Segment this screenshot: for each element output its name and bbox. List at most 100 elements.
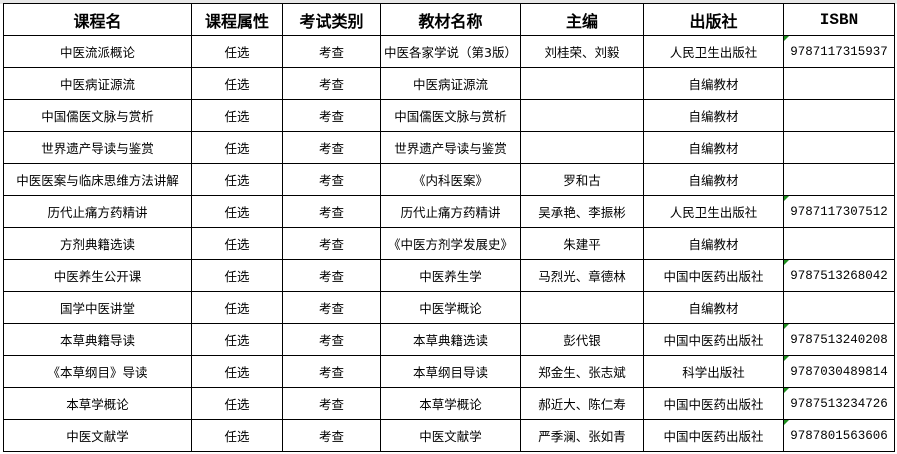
textbook-name-cell[interactable]: 中医病证源流 xyxy=(380,67,521,100)
course-attribute-cell[interactable]: 任选 xyxy=(191,323,283,356)
editor-cell[interactable]: 彭代银 xyxy=(520,323,644,356)
exam-type-cell[interactable]: 考查 xyxy=(282,67,381,100)
publisher-cell[interactable]: 自编教材 xyxy=(643,291,784,324)
textbook-name-cell[interactable]: 本草纲目导读 xyxy=(380,355,521,388)
editor-cell[interactable]: 吴承艳、李振彬 xyxy=(520,195,644,228)
publisher-cell[interactable]: 自编教材 xyxy=(643,227,784,260)
publisher-cell[interactable]: 中国中医药出版社 xyxy=(643,387,784,420)
course-name-cell[interactable]: 历代止痛方药精讲 xyxy=(3,195,192,228)
isbn-cell[interactable] xyxy=(783,163,895,196)
course-name-cell[interactable]: 中医养生公开课 xyxy=(3,259,192,292)
editor-cell[interactable]: 刘桂荣、刘毅 xyxy=(520,35,644,68)
isbn-cell[interactable] xyxy=(783,131,895,164)
publisher-cell[interactable]: 自编教材 xyxy=(643,67,784,100)
course-attribute-cell[interactable]: 任选 xyxy=(191,355,283,388)
course-attribute-cell[interactable]: 任选 xyxy=(191,35,283,68)
course-attribute-cell[interactable]: 任选 xyxy=(191,259,283,292)
course-name-cell[interactable]: 国学中医讲堂 xyxy=(3,291,192,324)
header-course-attribute[interactable]: 课程属性 xyxy=(191,3,283,36)
comment-indicator-icon xyxy=(784,356,789,361)
course-attribute-cell[interactable]: 任选 xyxy=(191,67,283,100)
publisher-cell[interactable]: 人民卫生出版社 xyxy=(643,35,784,68)
exam-type-cell[interactable]: 考查 xyxy=(282,131,381,164)
course-attribute-cell[interactable]: 任选 xyxy=(191,195,283,228)
exam-type-cell[interactable]: 考查 xyxy=(282,163,381,196)
exam-type-cell[interactable]: 考查 xyxy=(282,195,381,228)
exam-type-cell[interactable]: 考查 xyxy=(282,355,381,388)
isbn-cell[interactable]: 9787513234726 xyxy=(783,387,895,420)
editor-cell[interactable] xyxy=(520,99,644,132)
exam-type-cell[interactable]: 考查 xyxy=(282,259,381,292)
textbook-name-cell[interactable]: 本草学概论 xyxy=(380,387,521,420)
isbn-cell[interactable]: 9787030489814 xyxy=(783,355,895,388)
isbn-cell[interactable] xyxy=(783,67,895,100)
exam-type-cell[interactable]: 考查 xyxy=(282,35,381,68)
textbook-name-cell[interactable]: 中医各家学说（第3版） xyxy=(380,35,521,68)
textbook-name-cell[interactable]: 中医学概论 xyxy=(380,291,521,324)
textbook-name-cell[interactable]: 历代止痛方药精讲 xyxy=(380,195,521,228)
editor-cell[interactable]: 马烈光、章德林 xyxy=(520,259,644,292)
exam-type-cell[interactable]: 考查 xyxy=(282,227,381,260)
editor-cell[interactable] xyxy=(520,131,644,164)
editor-cell[interactable]: 朱建平 xyxy=(520,227,644,260)
course-attribute-cell[interactable]: 任选 xyxy=(191,419,283,452)
editor-cell[interactable]: 严季澜、张如青 xyxy=(520,419,644,452)
table-row: 世界遗产导读与鉴赏 任选 考查 世界遗产导读与鉴赏 自编教材 xyxy=(3,131,895,164)
isbn-cell[interactable]: 9787513240208 xyxy=(783,323,895,356)
header-publisher[interactable]: 出版社 xyxy=(643,3,784,36)
exam-type-cell[interactable]: 考查 xyxy=(282,419,381,452)
course-attribute-cell[interactable]: 任选 xyxy=(191,291,283,324)
course-attribute-cell[interactable]: 任选 xyxy=(191,227,283,260)
editor-cell[interactable]: 罗和古 xyxy=(520,163,644,196)
course-name-cell[interactable]: 中医病证源流 xyxy=(3,67,192,100)
course-attribute-cell[interactable]: 任选 xyxy=(191,99,283,132)
exam-type-cell[interactable]: 考查 xyxy=(282,99,381,132)
course-name-cell[interactable]: 中国儒医文脉与赏析 xyxy=(3,99,192,132)
editor-cell[interactable] xyxy=(520,67,644,100)
course-name-cell[interactable]: 中医医案与临床思维方法讲解 xyxy=(3,163,192,196)
publisher-cell[interactable]: 自编教材 xyxy=(643,99,784,132)
editor-cell[interactable]: 郑金生、张志斌 xyxy=(520,355,644,388)
header-isbn[interactable]: ISBN xyxy=(783,3,895,36)
course-name-cell[interactable]: 中医流派概论 xyxy=(3,35,192,68)
header-editor[interactable]: 主编 xyxy=(520,3,644,36)
editor-cell[interactable]: 郝近大、陈仁寿 xyxy=(520,387,644,420)
publisher-cell[interactable]: 中国中医药出版社 xyxy=(643,323,784,356)
isbn-cell[interactable]: 9787117315937 xyxy=(783,35,895,68)
textbook-name-cell[interactable]: 中医文献学 xyxy=(380,419,521,452)
course-attribute-cell[interactable]: 任选 xyxy=(191,387,283,420)
textbook-name-cell[interactable]: 中国儒医文脉与赏析 xyxy=(380,99,521,132)
course-attribute-cell[interactable]: 任选 xyxy=(191,163,283,196)
exam-type-cell[interactable]: 考查 xyxy=(282,323,381,356)
publisher-cell[interactable]: 中国中医药出版社 xyxy=(643,419,784,452)
isbn-cell[interactable] xyxy=(783,291,895,324)
exam-type-cell[interactable]: 考查 xyxy=(282,291,381,324)
course-name-cell[interactable]: 中医文献学 xyxy=(3,419,192,452)
textbook-name-cell[interactable]: 《内科医案》 xyxy=(380,163,521,196)
course-name-cell[interactable]: 本草典籍导读 xyxy=(3,323,192,356)
isbn-cell[interactable]: 9787117307512 xyxy=(783,195,895,228)
publisher-cell[interactable]: 人民卫生出版社 xyxy=(643,195,784,228)
header-exam-type[interactable]: 考试类别 xyxy=(282,3,381,36)
isbn-cell[interactable] xyxy=(783,99,895,132)
publisher-cell[interactable]: 自编教材 xyxy=(643,163,784,196)
textbook-name-cell[interactable]: 中医养生学 xyxy=(380,259,521,292)
course-attribute-cell[interactable]: 任选 xyxy=(191,131,283,164)
isbn-cell[interactable]: 9787801563606 xyxy=(783,419,895,452)
isbn-cell[interactable] xyxy=(783,227,895,260)
editor-cell[interactable] xyxy=(520,291,644,324)
publisher-cell[interactable]: 中国中医药出版社 xyxy=(643,259,784,292)
textbook-name-cell[interactable]: 世界遗产导读与鉴赏 xyxy=(380,131,521,164)
course-name-cell[interactable]: 《本草纲目》导读 xyxy=(3,355,192,388)
isbn-cell[interactable]: 9787513268042 xyxy=(783,259,895,292)
header-textbook-name[interactable]: 教材名称 xyxy=(380,3,521,36)
textbook-name-cell[interactable]: 本草典籍选读 xyxy=(380,323,521,356)
course-name-cell[interactable]: 方剂典籍选读 xyxy=(3,227,192,260)
course-name-cell[interactable]: 世界遗产导读与鉴赏 xyxy=(3,131,192,164)
textbook-name-cell[interactable]: 《中医方剂学发展史》 xyxy=(380,227,521,260)
header-course-name[interactable]: 课程名 xyxy=(3,3,192,36)
course-name-cell[interactable]: 本草学概论 xyxy=(3,387,192,420)
publisher-cell[interactable]: 科学出版社 xyxy=(643,355,784,388)
exam-type-cell[interactable]: 考查 xyxy=(282,387,381,420)
publisher-cell[interactable]: 自编教材 xyxy=(643,131,784,164)
